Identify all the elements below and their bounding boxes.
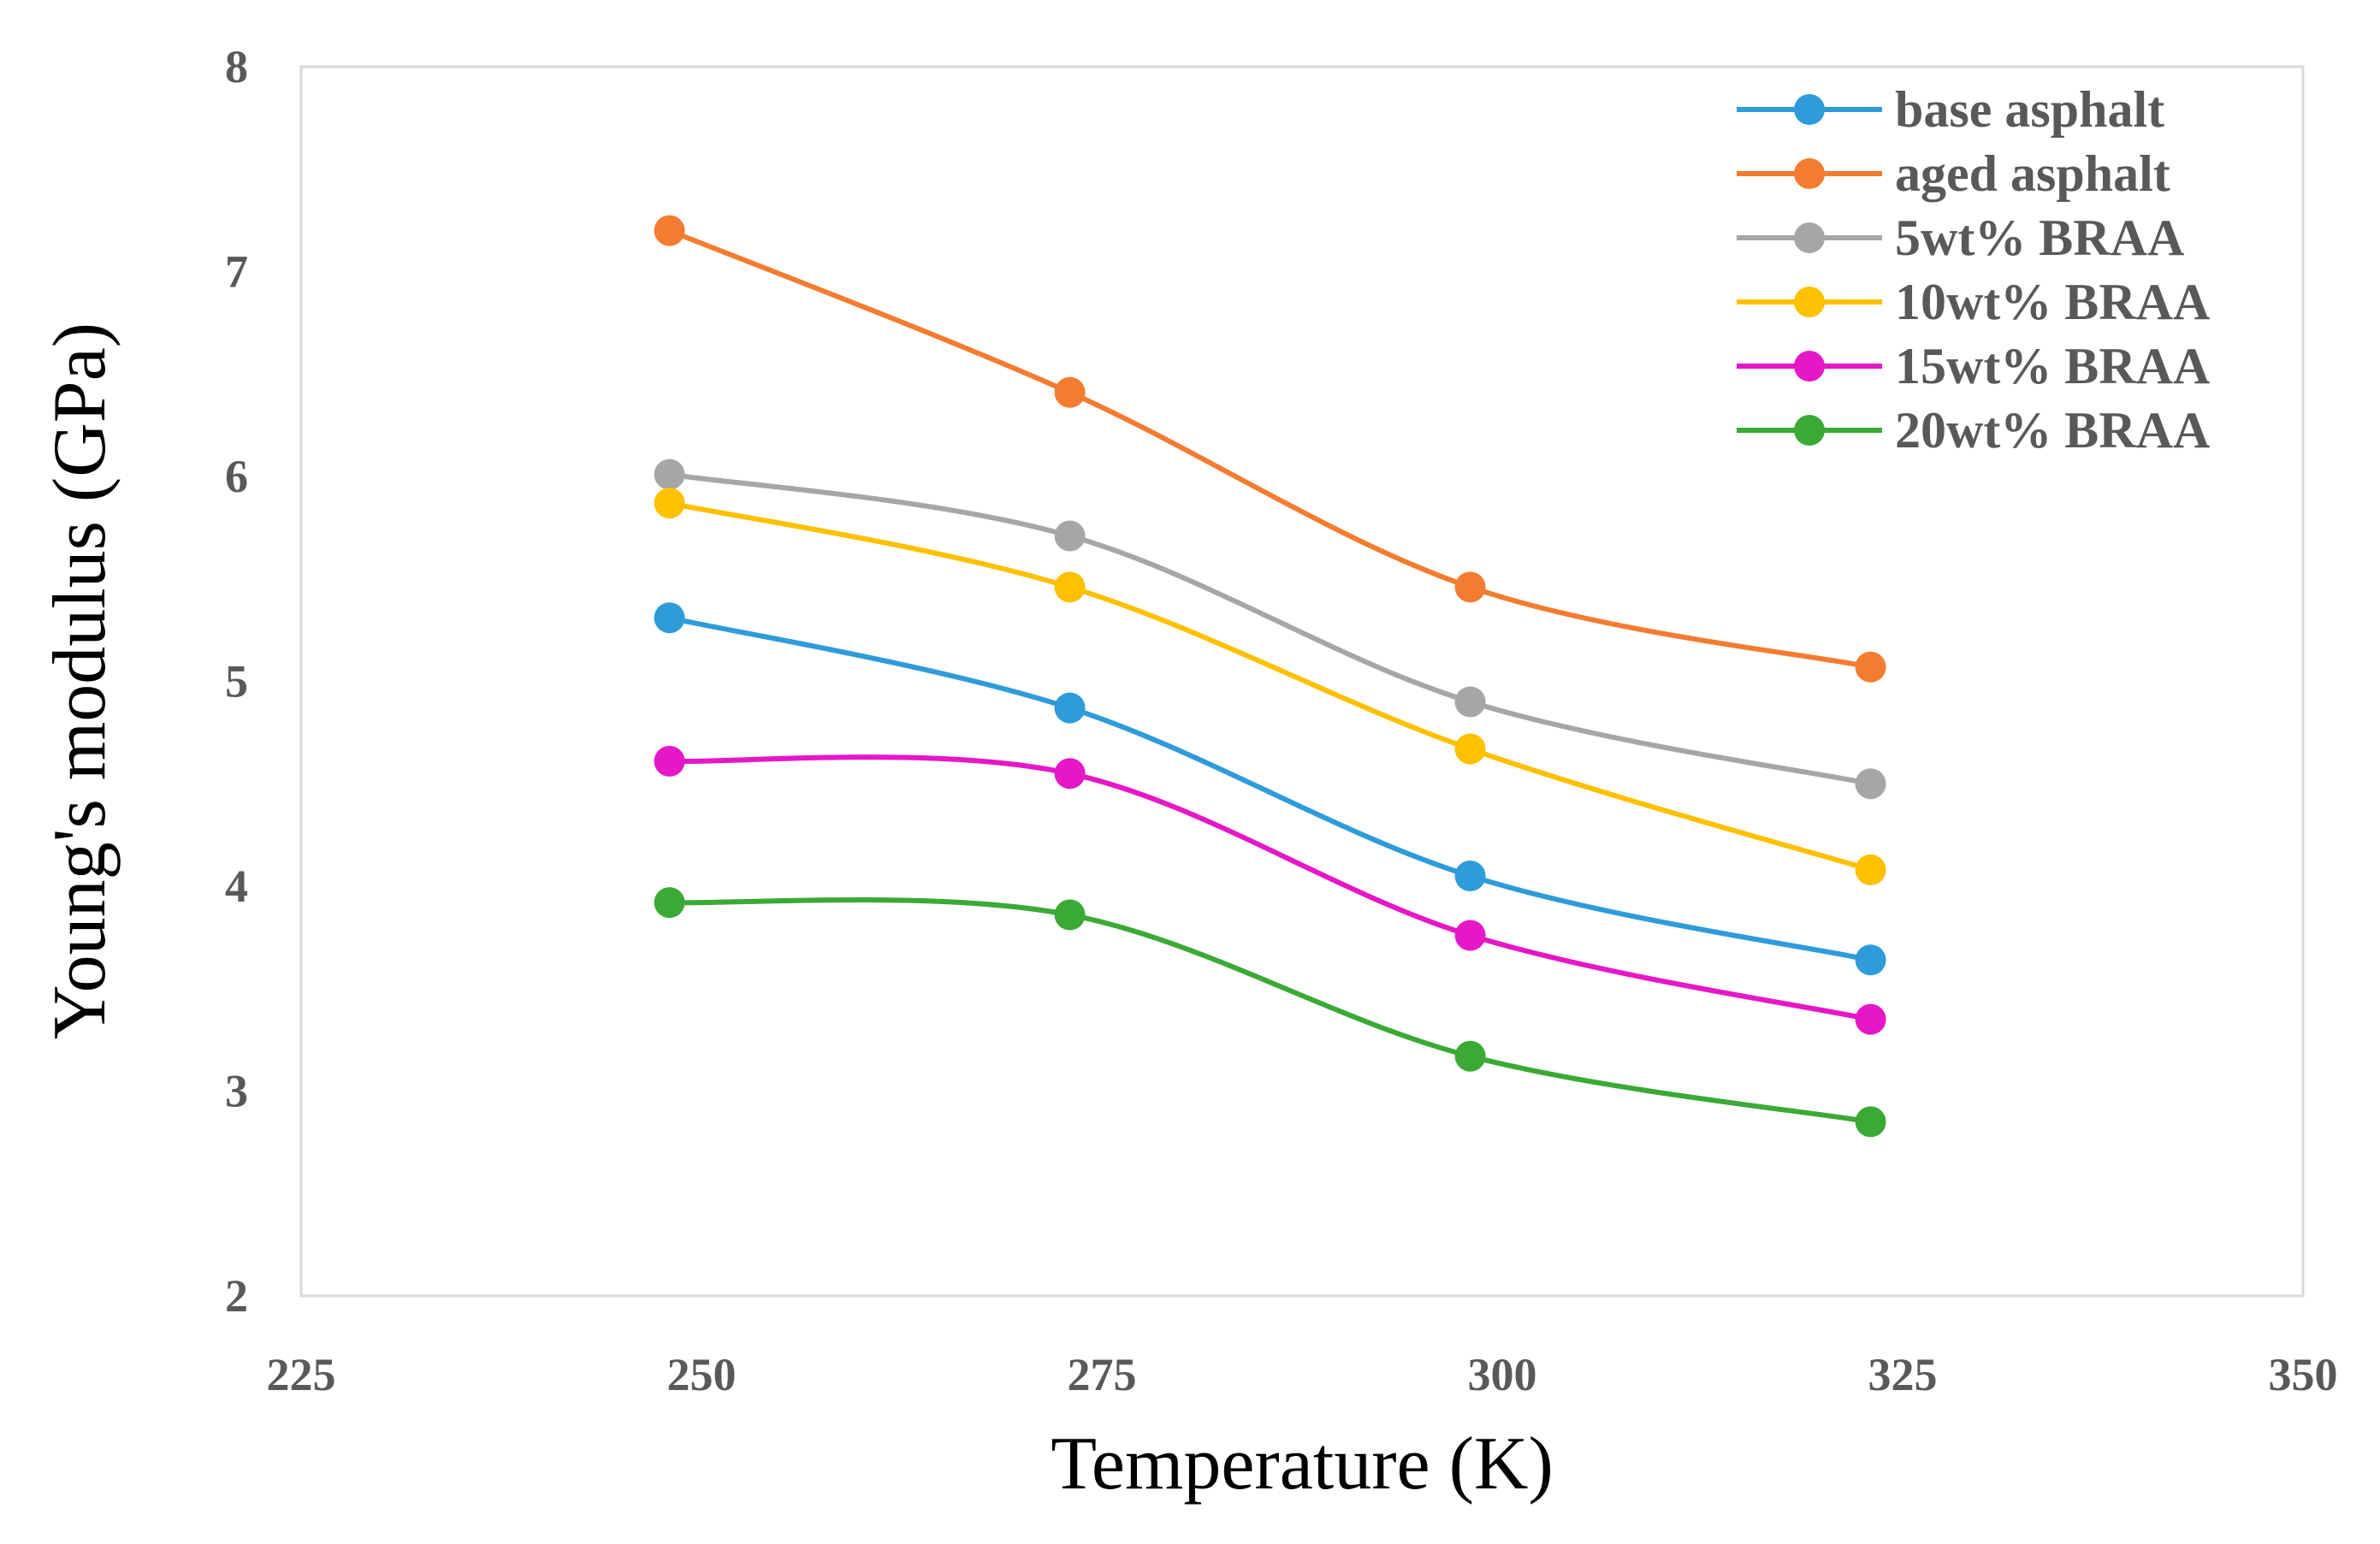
legend-item-20wtpct-braa: 20wt% BRAA — [1737, 402, 2210, 458]
series-line-base-asphalt — [668, 615, 1872, 963]
data-point-base-asphalt — [1855, 944, 1886, 976]
y-tick-label: 7 — [225, 246, 248, 298]
legend: base asphalt aged asphalt 5wt% BRAA 10wt% B… — [1737, 81, 2210, 458]
data-point-20wtpct-braa — [1855, 1106, 1886, 1138]
y-tick-label: 5 — [225, 656, 248, 707]
data-point-15wtpct-braa — [1855, 1003, 1886, 1035]
x-tick-label: 325 — [1868, 1349, 1938, 1400]
x-tick-label: 300 — [1468, 1349, 1537, 1400]
data-point-20wtpct-braa — [654, 887, 685, 919]
data-point-10wtpct-braa — [654, 488, 685, 519]
data-point-5wtpct-braa — [1855, 768, 1886, 800]
legend-label: base asphalt — [1895, 81, 2164, 138]
data-point-aged-asphalt — [654, 215, 685, 246]
legend-marker — [1794, 351, 1825, 382]
legend-label: 20wt% BRAA — [1895, 402, 2210, 458]
data-point-base-asphalt — [654, 602, 685, 634]
data-point-base-asphalt — [1454, 861, 1486, 892]
legend-label: 15wt% BRAA — [1895, 338, 2210, 394]
y-tick-label: 2 — [225, 1270, 248, 1322]
y-axis-tick-labels: 2 3 4 5 6 7 8 — [225, 41, 248, 1322]
data-point-10wtpct-braa — [1855, 854, 1886, 885]
data-point-base-asphalt — [1054, 692, 1086, 724]
series-line-5wtpct-braa — [669, 471, 1872, 787]
data-point-15wtpct-braa — [654, 745, 685, 777]
legend-marker — [1794, 158, 1825, 189]
legend-marker — [1794, 222, 1825, 253]
y-tick-label: 3 — [225, 1066, 248, 1117]
x-tick-label: 225 — [267, 1349, 336, 1400]
legend-item-15wtpct-braa: 15wt% BRAA — [1737, 338, 2210, 394]
data-point-5wtpct-braa — [1054, 520, 1086, 552]
data-point-15wtpct-braa — [1454, 920, 1486, 951]
x-tick-label: 250 — [667, 1349, 737, 1400]
legend-item-5wtpct-braa: 5wt% BRAA — [1737, 210, 2184, 266]
legend-label: 5wt% BRAA — [1895, 210, 2184, 266]
series-line-10wtpct-braa — [668, 500, 1872, 873]
y-tick-label: 4 — [225, 861, 248, 912]
x-tick-label: 275 — [1068, 1349, 1137, 1400]
legend-item-10wtpct-braa: 10wt% BRAA — [1737, 274, 2210, 330]
data-point-15wtpct-braa — [1054, 758, 1086, 790]
data-point-10wtpct-braa — [1054, 571, 1086, 603]
series-line-aged-asphalt — [668, 228, 1872, 670]
legend-marker — [1794, 415, 1825, 446]
legend-item-aged-asphalt: aged asphalt — [1737, 145, 2170, 202]
x-axis-title: Temperature (K) — [1051, 1423, 1554, 1506]
data-point-10wtpct-braa — [1454, 733, 1486, 765]
data-point-aged-asphalt — [1454, 571, 1486, 603]
x-tick-label: 350 — [2269, 1349, 2338, 1400]
data-point-20wtpct-braa — [1054, 899, 1086, 931]
legend-label: 10wt% BRAA — [1895, 274, 2210, 330]
y-tick-label: 6 — [225, 451, 248, 502]
legend-marker — [1794, 287, 1825, 317]
data-point-aged-asphalt — [1855, 651, 1886, 683]
series-line-20wtpct-braa — [669, 896, 1872, 1125]
series-lines — [668, 228, 1872, 1125]
data-point-5wtpct-braa — [654, 458, 685, 490]
y-axis-title: Young's modulus (GPa) — [38, 322, 121, 1039]
series-points — [654, 215, 1886, 1138]
y-tick-label: 8 — [225, 41, 248, 92]
series-line-15wtpct-braa — [669, 754, 1872, 1022]
x-axis-tick-labels: 225 250 275 300 325 350 — [267, 1349, 2338, 1400]
data-point-aged-asphalt — [1054, 376, 1086, 408]
legend-marker — [1794, 94, 1825, 125]
data-point-20wtpct-braa — [1454, 1040, 1486, 1072]
legend-item-base-asphalt: base asphalt — [1737, 81, 2164, 138]
legend-label: aged asphalt — [1895, 145, 2170, 202]
data-point-5wtpct-braa — [1454, 686, 1486, 718]
